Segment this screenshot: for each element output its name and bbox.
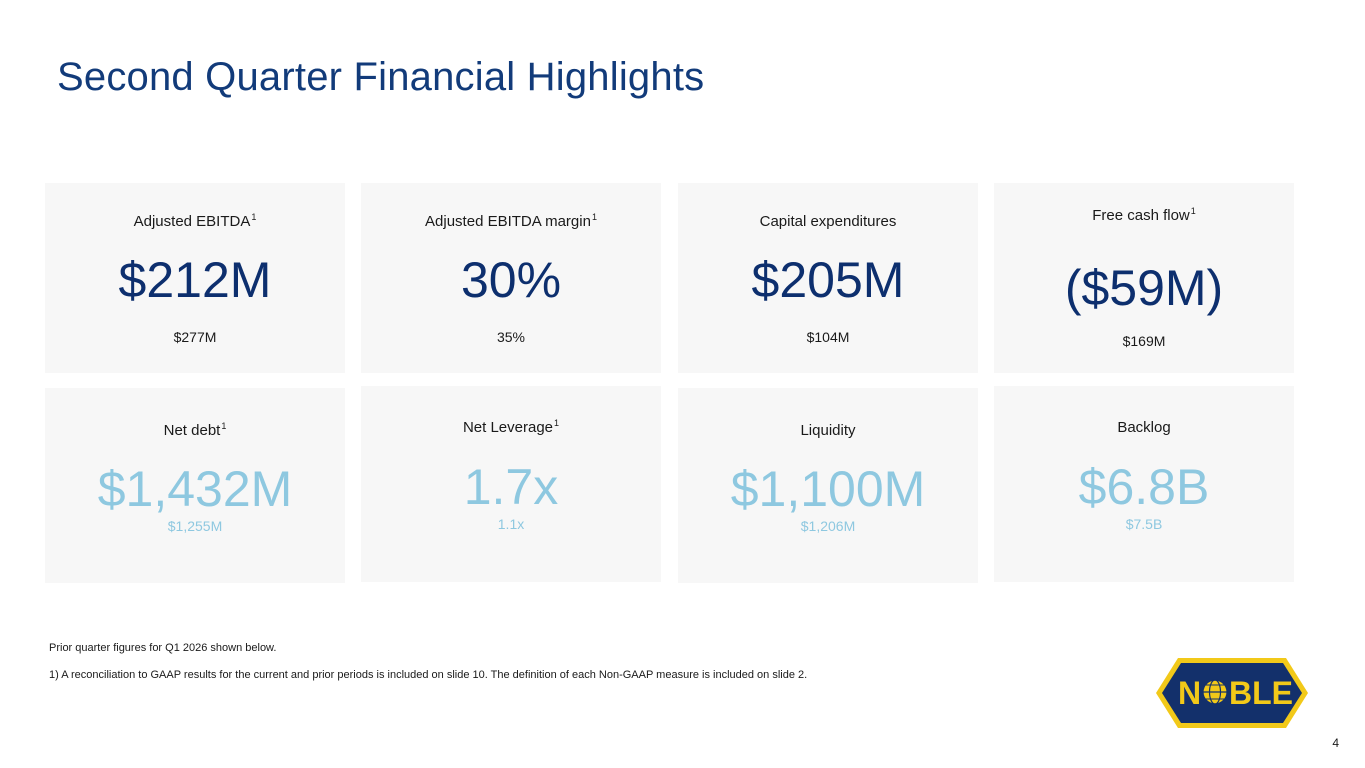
metric-card-liquidity: Liquidity $1,100M $1,206M [678, 388, 978, 583]
metric-label: Capital expenditures [759, 213, 897, 230]
metric-label: Net Leverage1 [462, 418, 560, 436]
footnote-marker: 1 [591, 212, 597, 222]
logo-text-n: N [1178, 675, 1201, 711]
metric-card-net-debt: Net debt1 $1,432M $1,255M [45, 388, 345, 583]
logo-text-ble: BLE [1229, 675, 1293, 711]
metric-prior-value: 1.1x [497, 516, 525, 532]
metric-label: Adjusted EBITDA margin1 [425, 212, 597, 230]
metric-value: ($59M) [1064, 260, 1224, 316]
metric-value: $1,432M [97, 461, 293, 517]
logo-graphic: N BLE [1156, 658, 1308, 728]
metric-prior-value: $7.5B [1125, 516, 1163, 532]
page-number: 4 [1332, 736, 1339, 750]
metric-prior-value: $277M [173, 329, 217, 345]
metric-value: $212M [118, 252, 272, 308]
metric-label: Backlog [1117, 419, 1171, 436]
metric-value: $205M [751, 252, 905, 308]
metric-label: Adjusted EBITDA1 [133, 212, 257, 230]
metric-value: 1.7x [463, 459, 559, 515]
footnote-1: 1) A reconciliation to GAAP results for … [49, 669, 808, 681]
metric-prior-value: $169M [1122, 333, 1166, 349]
metric-prior-value: $1,206M [800, 518, 856, 534]
footnote-marker: 1 [1190, 206, 1196, 216]
metric-card-net-leverage: Net Leverage1 1.7x 1.1x [361, 386, 661, 582]
page-title: Second Quarter Financial Highlights [57, 55, 705, 99]
metric-card-free-cash-flow: Free cash flow1 ($59M) $169M [994, 183, 1294, 373]
metric-prior-value: 35% [496, 329, 526, 345]
metric-card-backlog: Backlog $6.8B $7.5B [994, 386, 1294, 582]
footnote-marker: 1 [251, 212, 257, 222]
prior-quarter-note: Prior quarter figures for Q1 2026 shown … [49, 642, 277, 654]
footnote-marker: 1 [221, 421, 227, 431]
metric-card-adjusted-ebitda: Adjusted EBITDA1 $212M $277M [45, 183, 345, 373]
metric-label: Net debt1 [163, 421, 227, 439]
metric-card-capital-expenditures: Capital expenditures $205M $104M [678, 183, 978, 373]
metric-label: Free cash flow1 [1092, 206, 1196, 224]
metric-label: Liquidity [800, 422, 856, 439]
metric-prior-value: $104M [806, 329, 850, 345]
metric-card-adjusted-ebitda-margin: Adjusted EBITDA margin1 30% 35% [361, 183, 661, 373]
metric-value: 30% [460, 252, 562, 308]
metric-value: $1,100M [730, 461, 926, 517]
footnote-marker: 1 [554, 418, 560, 428]
noble-logo: N BLE [1154, 656, 1310, 730]
globe-icon [1202, 679, 1228, 705]
metric-prior-value: $1,255M [167, 518, 223, 534]
metric-value: $6.8B [1078, 459, 1210, 515]
